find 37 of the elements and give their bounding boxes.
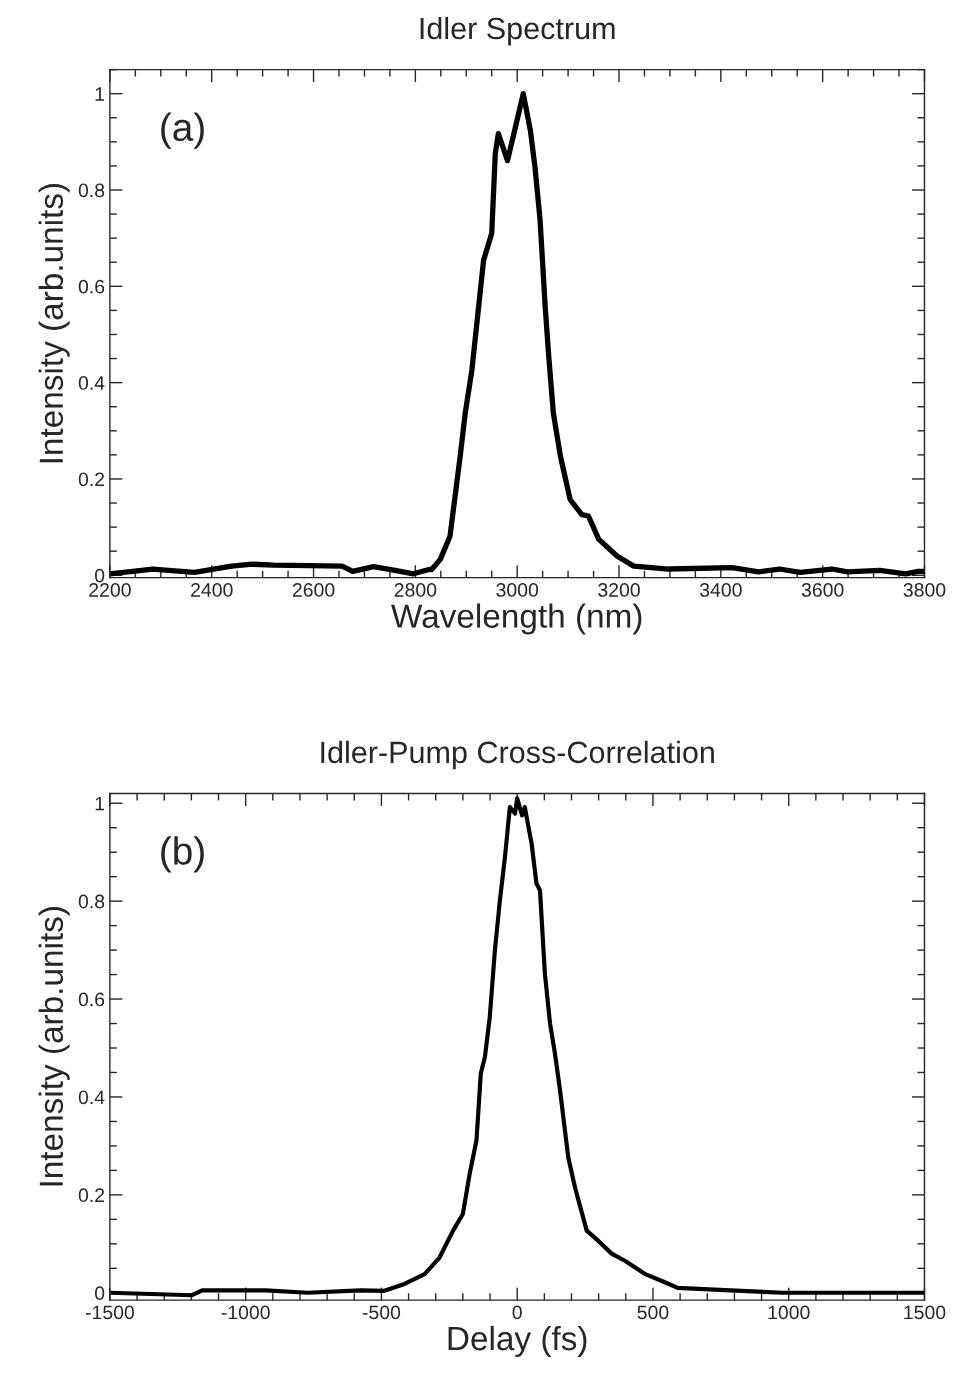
x-tick-label: 3600 [801,583,844,597]
y-tick-label: 0.8 [78,894,105,909]
x-tick-label: 0 [512,1305,522,1320]
x-tick-label: -1500 [85,1305,134,1320]
y-tick-label: 0.2 [78,472,105,487]
x-tick-label: 1000 [768,1305,810,1320]
annotation: (b) [161,836,204,873]
annotation: (a) [161,112,204,149]
y-tick-label: 0 [94,1286,105,1301]
y-tick-label: 1 [95,796,105,811]
x-tick-label: 3400 [699,583,742,597]
x-axis-title: Wavelength (nm) [391,603,642,635]
x-tick-label: 3000 [496,583,539,597]
line-series [109,796,925,1298]
x-tick-label: 2200 [89,583,131,597]
y-tick-label: 0.2 [78,1188,105,1203]
x-tick-label: -1000 [221,1305,270,1320]
x-tick-label: 1500 [904,1305,946,1320]
x-tick-label: -500 [362,1305,401,1320]
x-axis-title: Delay (fs) [448,1325,587,1357]
y-tick-label: 0.8 [78,183,105,198]
y-tick-label: 0.6 [78,279,105,294]
x-tick-label: 3800 [903,583,946,597]
x-tick-label: 2600 [292,583,335,597]
x-tick-label: 500 [637,1305,669,1320]
y-tick-label: 0.6 [78,992,105,1007]
y-tick-label: 0 [94,568,105,583]
y-axis-title: Intensity (arb.units) [38,183,70,463]
y-tick-label: 0.4 [78,1090,105,1105]
y-axis-title: Intensity (arb.units) [38,907,70,1186]
x-tick-label: 2400 [191,583,233,597]
chart-title: Idler Spectrum [420,16,615,46]
chart-title: Idler-Pump Cross-Correlation [321,740,714,770]
x-tick-label: 2800 [394,583,437,597]
y-tick-label: 1 [95,87,105,101]
x-tick-label: 3200 [598,583,640,597]
y-tick-label: 0.4 [78,376,105,390]
